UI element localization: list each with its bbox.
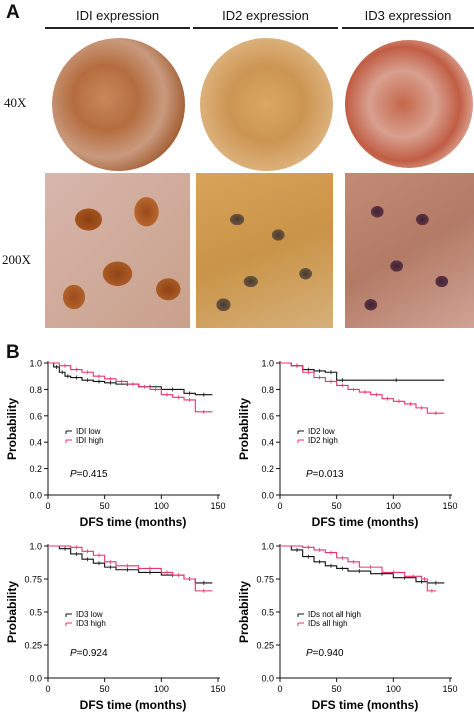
p-value-annotation: P=0.415 [70, 469, 108, 480]
y-tick-label: 0.8 [261, 385, 274, 395]
y-tick-label: 0.75 [256, 575, 274, 585]
legend-label: ID2 low [308, 427, 335, 436]
legend-label: ID3 low [76, 610, 103, 619]
x-tick-label: 150 [210, 684, 225, 694]
y-tick-label: 0.2 [29, 464, 42, 474]
y-tick-label: 0.25 [24, 641, 42, 651]
y-axis-label: Probability [237, 398, 251, 460]
x-tick-label: 0 [45, 501, 50, 511]
x-tick-label: 0 [277, 501, 282, 511]
y-tick-label: 0.0 [29, 491, 42, 501]
x-tick-label: 0 [45, 684, 50, 694]
x-tick-label: 0 [277, 684, 282, 694]
series-line [48, 545, 213, 584]
y-tick-label: 1.0 [29, 542, 42, 552]
legend-label: ID3 high [76, 619, 106, 628]
column-header-id1: IDI expression [75, 8, 160, 23]
series-line [48, 545, 213, 592]
series-line [280, 545, 445, 584]
zoom-image-id3-200x [345, 173, 474, 328]
km-plot-id2: 0.0 0.2 0.4 0.6 0.8 1.0 0 50 100 150 DFS time (mon… [237, 359, 458, 530]
p-value-annotation: P=0.013 [306, 469, 344, 480]
x-axis-label: DFS time (months) [312, 515, 419, 529]
x-tick-label: 100 [386, 501, 401, 511]
series-line [280, 545, 437, 592]
zoom-image-id1-200x [45, 173, 190, 328]
column-header-id2: ID2 expression [222, 8, 309, 23]
p-value-annotation: P=0.940 [306, 648, 344, 659]
x-tick-label: 50 [332, 501, 342, 511]
legend-label: IDI high [76, 436, 104, 445]
column-header-id3: ID3 expression [364, 8, 452, 23]
zoom-image-id2-200x [196, 173, 333, 328]
series-line [48, 362, 213, 413]
x-tick-label: 50 [100, 684, 110, 694]
y-tick-label: 0.4 [29, 438, 42, 448]
x-tick-label: 100 [154, 501, 169, 511]
p-value-annotation: P=0.924 [70, 648, 108, 659]
row-label-40x: 40X [4, 95, 27, 110]
x-tick-label: 100 [386, 684, 401, 694]
y-tick-label: 0.5 [261, 608, 274, 618]
x-tick-label: 50 [332, 684, 342, 694]
y-tick-label: 0.8 [29, 385, 42, 395]
x-axis-label: DFS time (months) [312, 698, 419, 712]
y-tick-label: 1.0 [261, 542, 274, 552]
y-tick-label: 0.4 [261, 438, 274, 448]
series-line [280, 362, 445, 414]
series-line [280, 362, 445, 381]
legend-label: IDs all high [308, 619, 348, 628]
km-plot-id3: 0.0 0.25 0.5 0.75 1.0 0 50 100 150 DFS time (mont… [5, 542, 226, 713]
x-axis-label: DFS time (months) [80, 698, 187, 712]
legend-label: ID2 high [308, 436, 338, 445]
y-tick-label: 0.75 [24, 575, 42, 585]
y-tick-label: 1.0 [261, 359, 274, 369]
tma-core-id1-40x [52, 38, 185, 171]
legend-label: IDs not all high [308, 610, 361, 619]
tma-core-id3-40x [345, 40, 473, 168]
x-tick-label: 150 [442, 684, 457, 694]
km-plot-ids: 0.0 0.25 0.5 0.75 1.0 0 50 100 150 DFS time (mont… [237, 542, 458, 713]
column-rule [193, 27, 338, 29]
tma-core-id2-40x [200, 38, 333, 171]
x-tick-label: 150 [442, 501, 457, 511]
y-axis-label: Probability [237, 581, 251, 643]
y-tick-label: 0.6 [261, 411, 274, 421]
x-axis-label: DFS time (months) [80, 515, 187, 529]
y-tick-label: 0.0 [261, 674, 274, 684]
column-rule [45, 27, 190, 29]
y-axis-label: Probability [5, 581, 19, 643]
series-line [48, 362, 213, 396]
y-tick-label: 0.6 [29, 411, 42, 421]
km-plot-id1: 0.0 0.2 0.4 0.6 0.8 1.0 0 50 100 150 DFS time (mon… [5, 359, 226, 530]
legend-label: IDI low [76, 427, 101, 436]
y-axis-label: Probability [5, 398, 19, 460]
panel-a-letter: A [6, 2, 20, 23]
y-tick-label: 1.0 [29, 359, 42, 369]
y-tick-label: 0.0 [29, 674, 42, 684]
panel-b-letter: B [6, 342, 20, 363]
x-tick-label: 50 [100, 501, 110, 511]
column-rule [342, 27, 474, 29]
y-tick-label: 0.0 [261, 491, 274, 501]
y-tick-label: 0.5 [29, 608, 42, 618]
y-tick-label: 0.2 [261, 464, 274, 474]
row-label-200x: 200X [2, 252, 31, 267]
x-tick-label: 150 [210, 501, 225, 511]
x-tick-label: 100 [154, 684, 169, 694]
y-tick-label: 0.25 [256, 641, 274, 651]
km-plots: 0.0 0.2 0.4 0.6 0.8 1.0 0 50 100 150 DFS time (mon… [5, 359, 458, 713]
